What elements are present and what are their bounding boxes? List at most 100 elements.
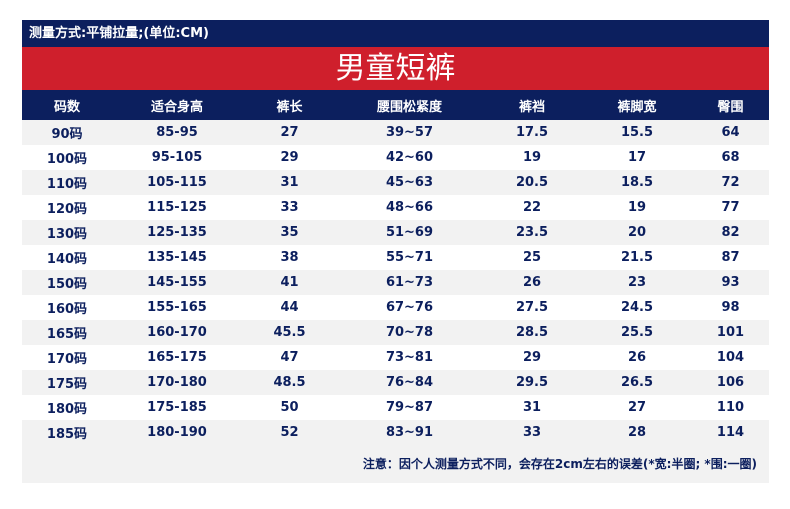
table-cell: 42~60 (385, 150, 434, 165)
table-cell: 76~84 (385, 375, 434, 390)
table-cell: 26 (522, 275, 542, 290)
table-cell: 106 (716, 375, 745, 390)
table-cell: 29 (280, 150, 299, 165)
table-row: 160码 155-165 44 67~76 27.5 24.5 98 (22, 295, 769, 320)
table-cell: 55~71 (385, 250, 434, 265)
table-cell: 48~66 (385, 200, 434, 215)
table-cell: 45.5 (273, 325, 306, 340)
table-cell: 83~91 (385, 425, 434, 440)
table-cell: 31 (280, 175, 299, 190)
table-cell: 72 (721, 175, 740, 190)
table-cell: 19 (627, 200, 647, 215)
table-cell: 135-145 (147, 250, 207, 265)
measurement-method-bar: 测量方式:平铺拉量;(单位:CM) (22, 20, 769, 47)
table-cell: 98 (721, 300, 740, 315)
table-cell: 73~81 (385, 350, 434, 365)
table-cell: 77 (721, 200, 740, 215)
table-cell: 145-155 (147, 275, 207, 290)
table-cell: 90码 (51, 127, 83, 142)
table-cell: 100码 (46, 152, 88, 167)
table-cell: 140码 (46, 252, 88, 267)
table-cell: 70~78 (385, 325, 434, 340)
table-cell: 29.5 (515, 375, 549, 390)
table-cell: 29 (522, 350, 542, 365)
table-cell: 27 (280, 125, 299, 140)
table-row: 140码 135-145 38 55~71 25 21.5 87 (22, 245, 769, 270)
table-cell: 120码 (46, 202, 88, 217)
table-cell: 26.5 (620, 375, 654, 390)
table-cell: 52 (280, 425, 299, 440)
table-cell: 165-175 (147, 350, 207, 365)
table-cell: 170-180 (147, 375, 207, 390)
table-cell: 61~73 (385, 275, 434, 290)
table-cell: 67~76 (385, 300, 434, 315)
column-header: 码数 (53, 99, 80, 115)
table-cell: 93 (721, 275, 740, 290)
table-cell: 45~63 (385, 175, 434, 190)
table-cell: 25.5 (620, 325, 654, 340)
table-cell: 44 (280, 300, 299, 315)
table-cell: 160码 (46, 302, 88, 317)
table-row: 185码 180-190 52 83~91 33 28 114 (22, 420, 769, 445)
table-cell: 95-105 (151, 150, 203, 165)
table-cell: 18.5 (620, 175, 654, 190)
table-cell: 175码 (46, 377, 88, 392)
table-cell: 175-185 (147, 400, 207, 415)
table-cell: 25 (522, 250, 542, 265)
table-cell: 24.5 (620, 300, 654, 315)
table-cell: 39~57 (385, 125, 434, 140)
table-cell: 51~69 (385, 225, 434, 240)
table-row: 150码 145-155 41 61~73 26 23 93 (22, 270, 769, 295)
table-cell: 79~87 (385, 400, 434, 415)
table-cell: 185码 (46, 427, 88, 442)
table-cell: 105-115 (147, 175, 207, 190)
table-cell: 101 (716, 325, 745, 340)
table-row: 170码 165-175 47 73~81 29 26 104 (22, 345, 769, 370)
table-cell: 87 (721, 250, 740, 265)
table-cell: 35 (280, 225, 299, 240)
table-cell: 115-125 (147, 200, 207, 215)
table-row: 180码 175-185 50 79~87 31 27 110 (22, 395, 769, 420)
column-header: 腰围松紧度 (376, 99, 442, 115)
size-table: 码数 适合身高 裤长 腰围松紧度 裤裆 裤脚宽 臀围 90码 85-95 27 39~… (22, 90, 769, 445)
chart-title: 男童短裤 (22, 47, 769, 90)
table-cell: 114 (716, 425, 745, 440)
table-cell: 48.5 (273, 375, 306, 390)
table-cell: 22 (522, 200, 542, 215)
table-cell: 28 (627, 425, 647, 440)
table-cell: 38 (280, 250, 299, 265)
table-cell: 104 (716, 350, 745, 365)
table-cell: 180码 (46, 402, 88, 417)
table-cell: 64 (721, 125, 740, 140)
table-row: 175码 170-180 48.5 76~84 29.5 26.5 106 (22, 370, 769, 395)
column-header: 适合身高 (150, 99, 203, 115)
table-cell: 110 (716, 400, 745, 415)
table-cell: 20.5 (515, 175, 549, 190)
table-row: 110码 105-115 31 45~63 20.5 18.5 72 (22, 170, 769, 195)
table-cell: 19 (522, 150, 542, 165)
table-cell: 50 (280, 400, 299, 415)
table-row: 130码 125-135 35 51~69 23.5 20 82 (22, 220, 769, 245)
table-cell: 130码 (46, 227, 88, 242)
table-cell: 125-135 (147, 225, 207, 240)
column-header: 裤长 (276, 99, 303, 115)
table-cell: 47 (280, 350, 299, 365)
table-cell: 31 (522, 400, 542, 415)
table-cell: 110码 (46, 177, 88, 192)
table-row: 165码 160-170 45.5 70~78 28.5 25.5 101 (22, 320, 769, 345)
table-cell: 28.5 (515, 325, 549, 340)
column-header: 臀围 (717, 99, 744, 115)
table-header-row: 码数 适合身高 裤长 腰围松紧度 裤裆 裤脚宽 臀围 (22, 90, 769, 120)
table-cell: 160-170 (147, 325, 207, 340)
table-cell: 23 (627, 275, 647, 290)
table-cell: 27 (627, 400, 647, 415)
table-cell: 20 (627, 225, 647, 240)
table-cell: 23.5 (515, 225, 549, 240)
measurement-note: 注意：因个人测量方式不同，会存在2cm左右的误差(*宽:半圈; *围:一圈) (22, 445, 769, 483)
table-cell: 150码 (46, 277, 88, 292)
table-cell: 17.5 (515, 125, 549, 140)
table-cell: 180-190 (147, 425, 207, 440)
table-body: 90码 85-95 27 39~57 17.5 15.5 64 100码 95-105 29 42~… (22, 120, 769, 445)
table-cell: 26 (627, 350, 647, 365)
table-cell: 165码 (46, 327, 88, 342)
